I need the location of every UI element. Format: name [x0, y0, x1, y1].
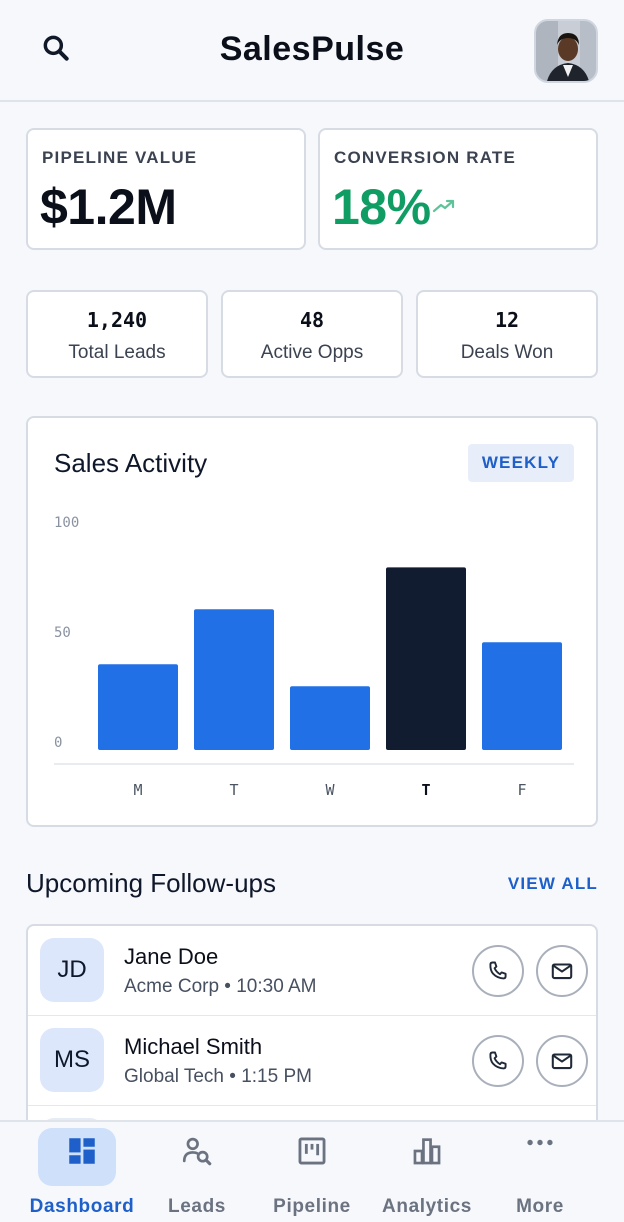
user-avatar[interactable] [534, 19, 598, 83]
pipeline-value-amount: $1.2M [40, 179, 177, 235]
followup-row[interactable]: MS Michael Smith Global Tech • 1:15 PM [28, 1016, 596, 1106]
contact-initials-avatar: MS [40, 1028, 104, 1092]
stat-value: 1,240 [86, 308, 148, 332]
mail-icon [551, 963, 573, 980]
nav-label: More [516, 1196, 564, 1217]
view-all-link[interactable]: VIEW ALL [507, 874, 598, 893]
leads-search-icon [182, 1137, 212, 1166]
pipeline-value-label: PIPELINE VALUE [42, 148, 198, 167]
sales-activity-chart: 100 50 0 M T W T F [54, 515, 574, 799]
phone-icon [489, 961, 507, 980]
stat-label: Total Leads [68, 342, 166, 363]
contact-company-time: Acme Corp • 10:30 AM [124, 976, 317, 997]
y-tick-label: 100 [54, 515, 79, 531]
nav-analytics[interactable]: Analytics [367, 1122, 487, 1222]
followups-list: JD Jane Doe Acme Corp • 10:30 AM MS Mich… [26, 924, 598, 1144]
x-tick-label: W [325, 781, 335, 799]
more-icon [527, 1139, 553, 1146]
pipeline-icon [298, 1137, 326, 1165]
search-icon [43, 35, 69, 61]
x-tick-label: T [229, 781, 238, 799]
nav-label: Leads [168, 1196, 226, 1217]
nav-leads[interactable]: Leads [137, 1122, 257, 1222]
sales-activity-title: Sales Activity [54, 448, 208, 478]
nav-more[interactable]: More [480, 1122, 600, 1222]
nav-label: Analytics [382, 1196, 472, 1217]
email-button[interactable] [536, 945, 588, 997]
bottom-navigation: Dashboard Leads Pipeline [0, 1120, 624, 1222]
stat-label: Active Opps [260, 342, 364, 363]
contact-company-time: Global Tech • 1:15 PM [124, 1066, 312, 1087]
stat-card-total-leads[interactable]: 1,240 Total Leads [26, 290, 208, 378]
nav-label: Pipeline [273, 1196, 351, 1217]
mail-icon [551, 1053, 573, 1070]
stat-value: 48 [299, 308, 325, 332]
y-tick-label: 50 [54, 625, 71, 641]
contact-name: Jane Doe [124, 944, 219, 969]
email-button[interactable] [536, 1035, 588, 1087]
dashboard-icon [69, 1138, 95, 1164]
followup-row[interactable]: JD Jane Doe Acme Corp • 10:30 AM [28, 926, 596, 1016]
conversion-rate-label: CONVERSION RATE [334, 148, 517, 167]
app-header: SalesPulse [0, 0, 624, 102]
conversion-rate-card[interactable]: CONVERSION RATE 18% [318, 128, 598, 250]
call-button[interactable] [472, 1035, 524, 1087]
chart-bar-m-0[interactable] [98, 664, 178, 750]
y-tick-label: 0 [54, 735, 62, 751]
chart-bar-t-1[interactable] [194, 609, 274, 750]
stat-value: 12 [494, 308, 520, 332]
chart-bar-t-3[interactable] [386, 567, 466, 750]
conversion-rate-value: 18% [332, 179, 431, 235]
x-tick-label: T [421, 781, 430, 799]
nav-pipeline[interactable]: Pipeline [252, 1122, 372, 1222]
search-button[interactable] [36, 28, 76, 68]
chart-bar-w-2[interactable] [290, 686, 370, 750]
nav-dashboard[interactable]: Dashboard [22, 1122, 142, 1222]
nav-label: Dashboard [29, 1196, 135, 1217]
phone-icon [489, 1051, 507, 1070]
x-tick-label: M [133, 781, 142, 799]
app-title: SalesPulse [219, 30, 405, 68]
contact-name: Michael Smith [124, 1034, 263, 1059]
contact-initials-avatar: JD [40, 938, 104, 1002]
stat-card-deals-won[interactable]: 12 Deals Won [416, 290, 598, 378]
weekly-range-button[interactable]: WEEKLY [468, 444, 574, 482]
x-tick-label: F [517, 781, 526, 799]
trending-up-icon [432, 199, 455, 213]
chart-bar-f-4[interactable] [482, 642, 562, 750]
stat-card-active-opps[interactable]: 48 Active Opps [221, 290, 403, 378]
call-button[interactable] [472, 945, 524, 997]
pipeline-value-card[interactable]: PIPELINE VALUE $1.2M [26, 128, 306, 250]
followups-title: Upcoming Follow-ups [26, 868, 276, 898]
stat-label: Deals Won [460, 342, 554, 363]
sales-activity-card: Sales Activity WEEKLY 100 50 0 M T W T F [26, 416, 598, 827]
avatar-photo-icon [536, 21, 596, 81]
analytics-icon [413, 1138, 441, 1165]
